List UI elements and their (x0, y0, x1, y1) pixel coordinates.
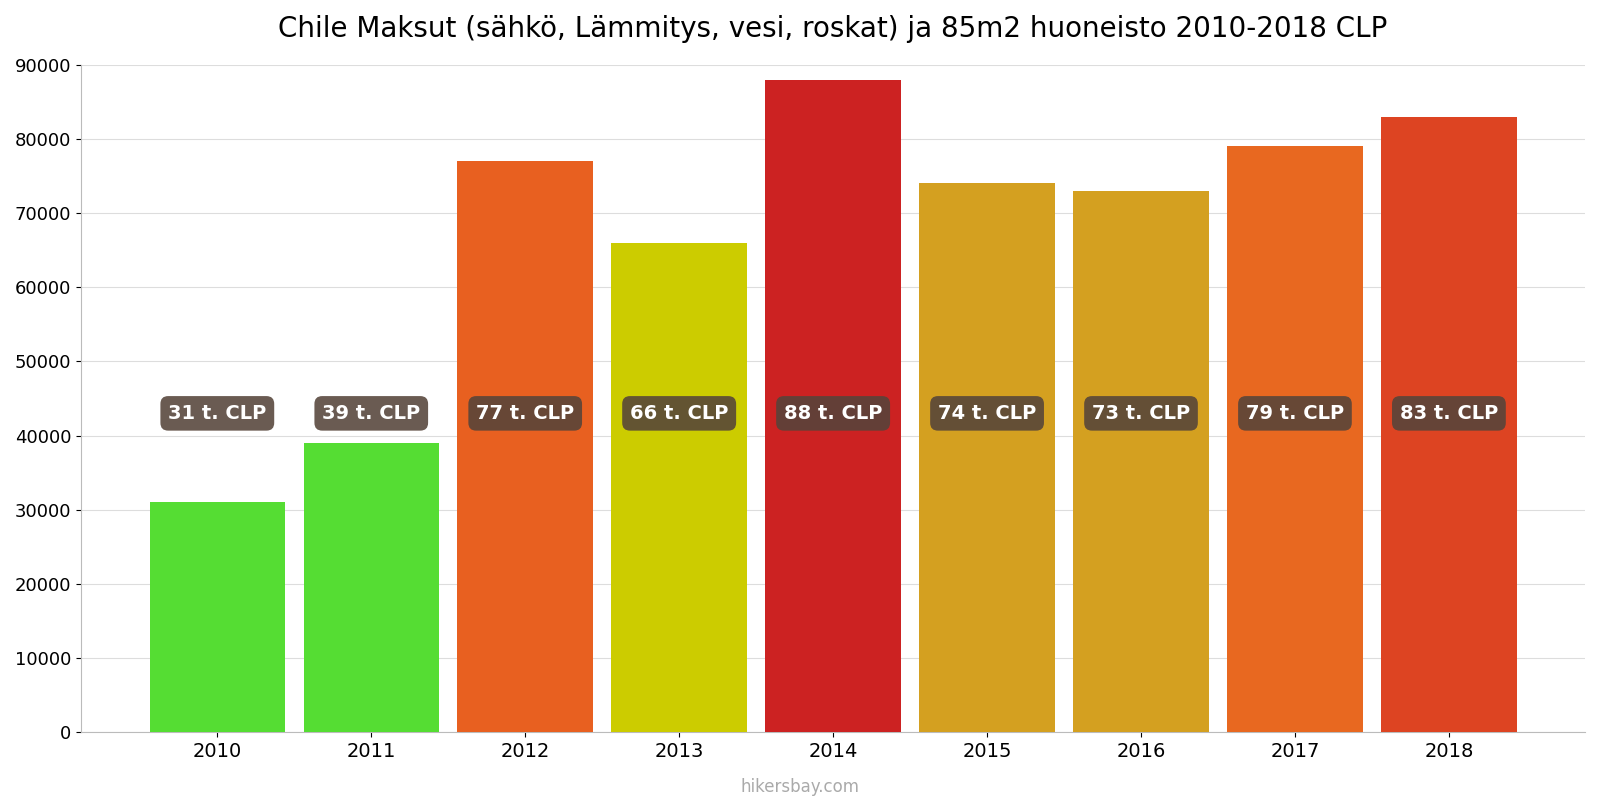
Bar (920, 183, 1054, 732)
Text: hikersbay.com: hikersbay.com (741, 778, 859, 796)
Bar (1381, 117, 1517, 732)
Text: 74 t. CLP: 74 t. CLP (938, 404, 1037, 423)
Text: 79 t. CLP: 79 t. CLP (1246, 404, 1344, 423)
Text: 66 t. CLP: 66 t. CLP (630, 404, 728, 423)
Bar (765, 80, 901, 732)
Bar (304, 443, 438, 732)
Text: 73 t. CLP: 73 t. CLP (1091, 404, 1190, 423)
Text: 77 t. CLP: 77 t. CLP (477, 404, 574, 423)
Text: 88 t. CLP: 88 t. CLP (784, 404, 882, 423)
Bar (149, 502, 285, 732)
Bar (1227, 146, 1363, 732)
Bar (458, 161, 594, 732)
Title: Chile Maksut (sähkö, Lämmitys, vesi, roskat) ja 85m2 huoneisto 2010-2018 CLP: Chile Maksut (sähkö, Lämmitys, vesi, ros… (278, 15, 1387, 43)
Text: 39 t. CLP: 39 t. CLP (322, 404, 421, 423)
Bar (1074, 191, 1208, 732)
Text: 83 t. CLP: 83 t. CLP (1400, 404, 1498, 423)
Text: 31 t. CLP: 31 t. CLP (168, 404, 267, 423)
Bar (611, 242, 747, 732)
